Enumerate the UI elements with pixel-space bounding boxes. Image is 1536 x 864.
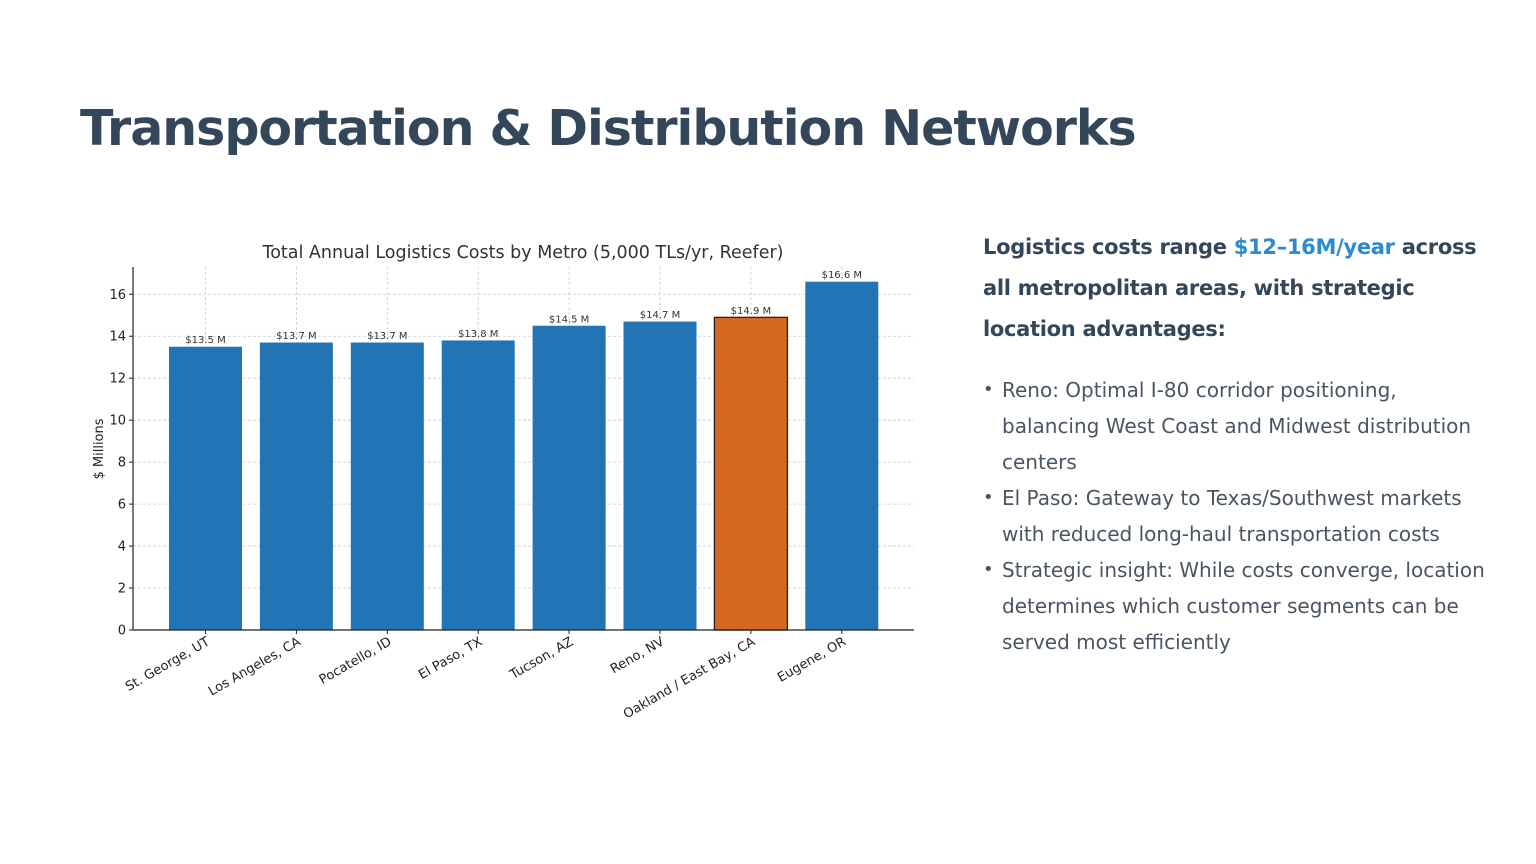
y-tick-label: 8	[118, 456, 126, 471]
bar	[441, 340, 515, 630]
summary-lead: Logistics costs range $12–16M/year acros…	[983, 227, 1493, 350]
insight-list: Reno: Optimal I-80 corridor positioning,…	[983, 372, 1493, 660]
data-label: $14.9 M	[731, 306, 771, 317]
y-tick-label: 2	[118, 582, 126, 597]
x-tick-label: Los Angeles, CA	[206, 634, 304, 699]
y-tick-label: 12	[109, 372, 126, 387]
data-label: $14.5 M	[549, 314, 589, 325]
bar-chart: Total Annual Logistics Costs by Metro (5…	[80, 230, 930, 730]
x-tick-label: Reno, NV	[608, 634, 667, 677]
x-tick-label: Pocatello, ID	[317, 634, 394, 687]
x-tick-label: Tucson, AZ	[507, 634, 576, 683]
lead-suffix: across all metropolitan areas, with stra…	[983, 235, 1477, 341]
page-title: Transportation & Distribution Networks	[80, 100, 1137, 157]
data-label: $13.7 M	[276, 331, 316, 342]
y-tick-label: 14	[109, 330, 126, 345]
list-item: Reno: Optimal I-80 corridor positioning,…	[983, 372, 1493, 480]
bar	[532, 325, 606, 630]
y-tick-label: 16	[109, 288, 126, 303]
y-tick-label: 4	[118, 540, 126, 555]
data-label: $16.6 M	[822, 270, 862, 281]
y-axis: 0 2 4 6 8 10 12 14 16	[109, 267, 134, 639]
data-label: $13.8 M	[458, 329, 498, 340]
cost-range-highlight: $12–16M/year	[1233, 235, 1395, 259]
chart-grid	[133, 267, 914, 630]
chart-title: Total Annual Logistics Costs by Metro (5…	[262, 243, 784, 263]
chart-svg: Total Annual Logistics Costs by Metro (5…	[92, 243, 914, 722]
x-tick-label: Eugene, OR	[775, 634, 849, 685]
x-tick-label: St. George, UT	[123, 634, 213, 694]
y-axis-label: $ Millions	[92, 418, 107, 479]
data-label: $14.7 M	[640, 310, 680, 321]
bar	[805, 281, 879, 630]
bar	[259, 342, 333, 630]
bar	[623, 321, 697, 630]
x-tick-label: El Paso, TX	[416, 634, 485, 683]
list-item: Strategic insight: While costs converge,…	[983, 552, 1493, 660]
lead-prefix: Logistics costs range	[983, 235, 1234, 259]
chart-bars: $13.5 M $13.7 M $13.7 M $13.8 M $14.5 M $14.7…	[169, 270, 879, 631]
data-label: $13.5 M	[185, 335, 225, 346]
bar	[169, 346, 242, 630]
summary-panel: Logistics costs range $12–16M/year acros…	[983, 227, 1493, 660]
list-item: El Paso: Gateway to Texas/Southwest mark…	[983, 480, 1493, 552]
data-label: $13.7 M	[367, 331, 407, 342]
bar	[713, 316, 789, 631]
y-tick-label: 0	[118, 624, 126, 639]
y-tick-label: 6	[118, 498, 126, 513]
y-tick-label: 10	[109, 414, 126, 429]
bar	[350, 342, 424, 630]
